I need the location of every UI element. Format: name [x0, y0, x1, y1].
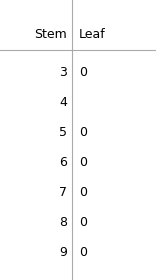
Text: Stem: Stem — [34, 29, 67, 41]
Text: 5: 5 — [59, 125, 67, 139]
Text: 9: 9 — [59, 246, 67, 258]
Text: 6: 6 — [59, 155, 67, 169]
Text: 3: 3 — [59, 66, 67, 78]
Text: 7: 7 — [59, 186, 67, 199]
Text: 4: 4 — [59, 95, 67, 109]
Text: 8: 8 — [59, 216, 67, 228]
Text: Leaf: Leaf — [79, 29, 106, 41]
Text: 0: 0 — [79, 186, 87, 199]
Text: 0: 0 — [79, 155, 87, 169]
Text: 0: 0 — [79, 216, 87, 228]
Text: 0: 0 — [79, 125, 87, 139]
Text: 0: 0 — [79, 246, 87, 258]
Text: 0: 0 — [79, 66, 87, 78]
